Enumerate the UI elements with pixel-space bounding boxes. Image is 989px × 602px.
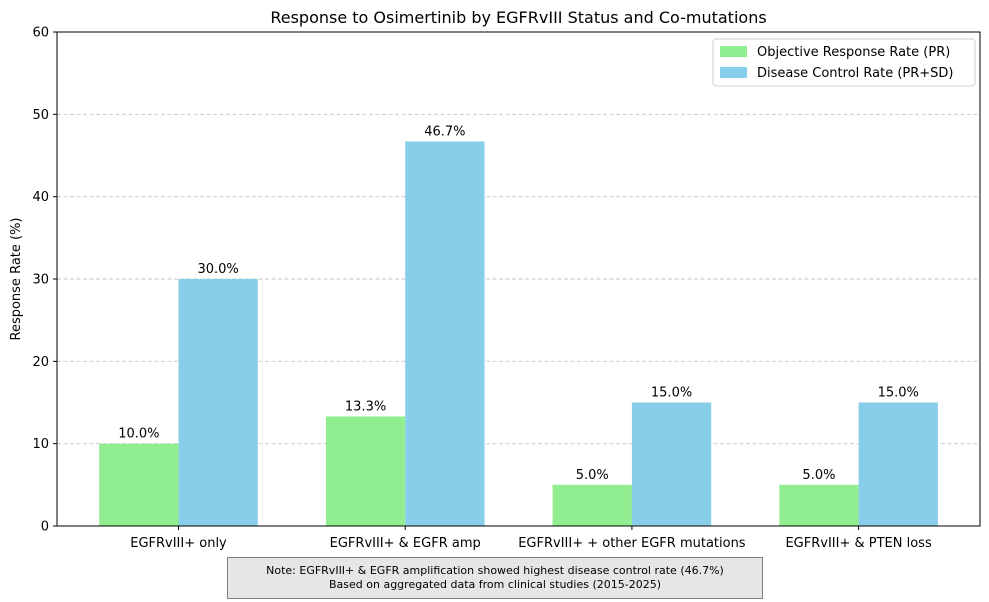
bar-data-label: 5.0% — [802, 468, 835, 483]
bar-orr — [325, 416, 406, 526]
bar-orr — [552, 484, 632, 526]
note-line-2: Based on aggregated data from clinical s… — [329, 578, 661, 591]
y-tick-label: 50 — [32, 108, 49, 123]
bar-data-label: 5.0% — [576, 468, 609, 483]
bar-dcr — [631, 402, 712, 526]
legend-swatch — [720, 46, 747, 57]
x-tick-label: EGFRvIII+ + other EGFR mutations — [518, 536, 746, 551]
bar-dcr — [178, 279, 258, 526]
chart-title: Response to Osimertinib by EGFRvIII Stat… — [270, 8, 766, 27]
y-tick-label: 20 — [32, 355, 49, 370]
bar-dcr — [858, 402, 938, 526]
y-tick-label: 0 — [41, 520, 49, 535]
legend-label: Objective Response Rate (PR) — [757, 45, 950, 60]
y-tick-label: 40 — [32, 190, 49, 205]
y-tick-label: 30 — [32, 273, 49, 288]
bar-orr — [99, 443, 179, 526]
bar-data-label: 30.0% — [197, 262, 238, 277]
y-axis-label: Response Rate (%) — [9, 217, 24, 340]
x-tick-label: EGFRvIII+ & PTEN loss — [785, 536, 931, 551]
note-line-1: Note: EGFRvIII+ & EGFR amplification sho… — [266, 564, 724, 577]
bar-data-label: 10.0% — [118, 427, 159, 442]
bar-orr — [779, 484, 859, 526]
bar-data-label: 46.7% — [424, 125, 465, 140]
legend — [712, 38, 976, 87]
x-tick-label: EGFRvIII+ & EGFR amp — [330, 536, 481, 551]
bar-dcr — [405, 141, 485, 526]
note-box: Note: EGFRvIII+ & EGFR amplification sho… — [227, 557, 763, 599]
bar-data-label: 15.0% — [651, 386, 692, 401]
legend-label: Disease Control Rate (PR+SD) — [757, 66, 954, 81]
x-tick-label: EGFRvIII+ only — [130, 536, 227, 551]
bar-data-label: 13.3% — [345, 399, 386, 414]
y-tick-label: 60 — [32, 26, 49, 41]
bar-data-label: 15.0% — [878, 386, 919, 401]
y-tick-label: 10 — [32, 437, 49, 452]
legend-swatch — [720, 67, 747, 78]
